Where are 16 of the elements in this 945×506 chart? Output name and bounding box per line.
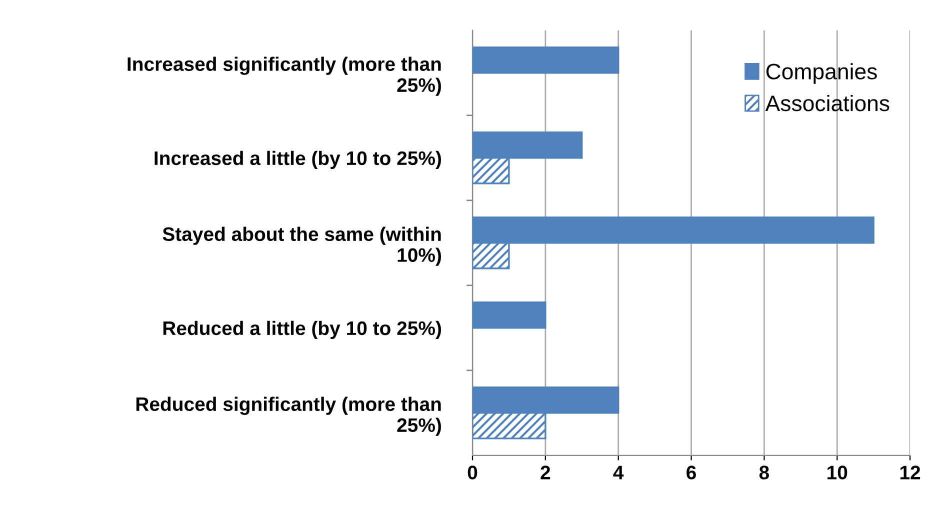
bar: [472, 302, 546, 329]
legend-label: Associations: [765, 94, 890, 112]
bar: [472, 46, 620, 74]
y-tick-label: Reduced significantly (more than 25%): [136, 396, 441, 436]
x-tick-label: 8: [759, 466, 769, 480]
y-tick-label: Stayed about the same (within 10%): [162, 226, 441, 266]
x-tick-label: 4: [613, 466, 624, 480]
x-tick-label: 2: [540, 466, 550, 480]
x-tick-label: 12: [900, 466, 920, 480]
y-tick-label: Reduced a little (by 10 to 25%): [163, 320, 441, 339]
x-tick-label: 0: [468, 466, 478, 480]
y-tick-label: Increased significantly (more than 25%): [128, 56, 441, 96]
legend-label: Companies: [766, 63, 877, 84]
x-tick-label: 10: [828, 466, 848, 480]
x-tick-label: 6: [686, 466, 696, 480]
y-tick-label: Increased a little (by 10 to 25%): [154, 150, 441, 169]
